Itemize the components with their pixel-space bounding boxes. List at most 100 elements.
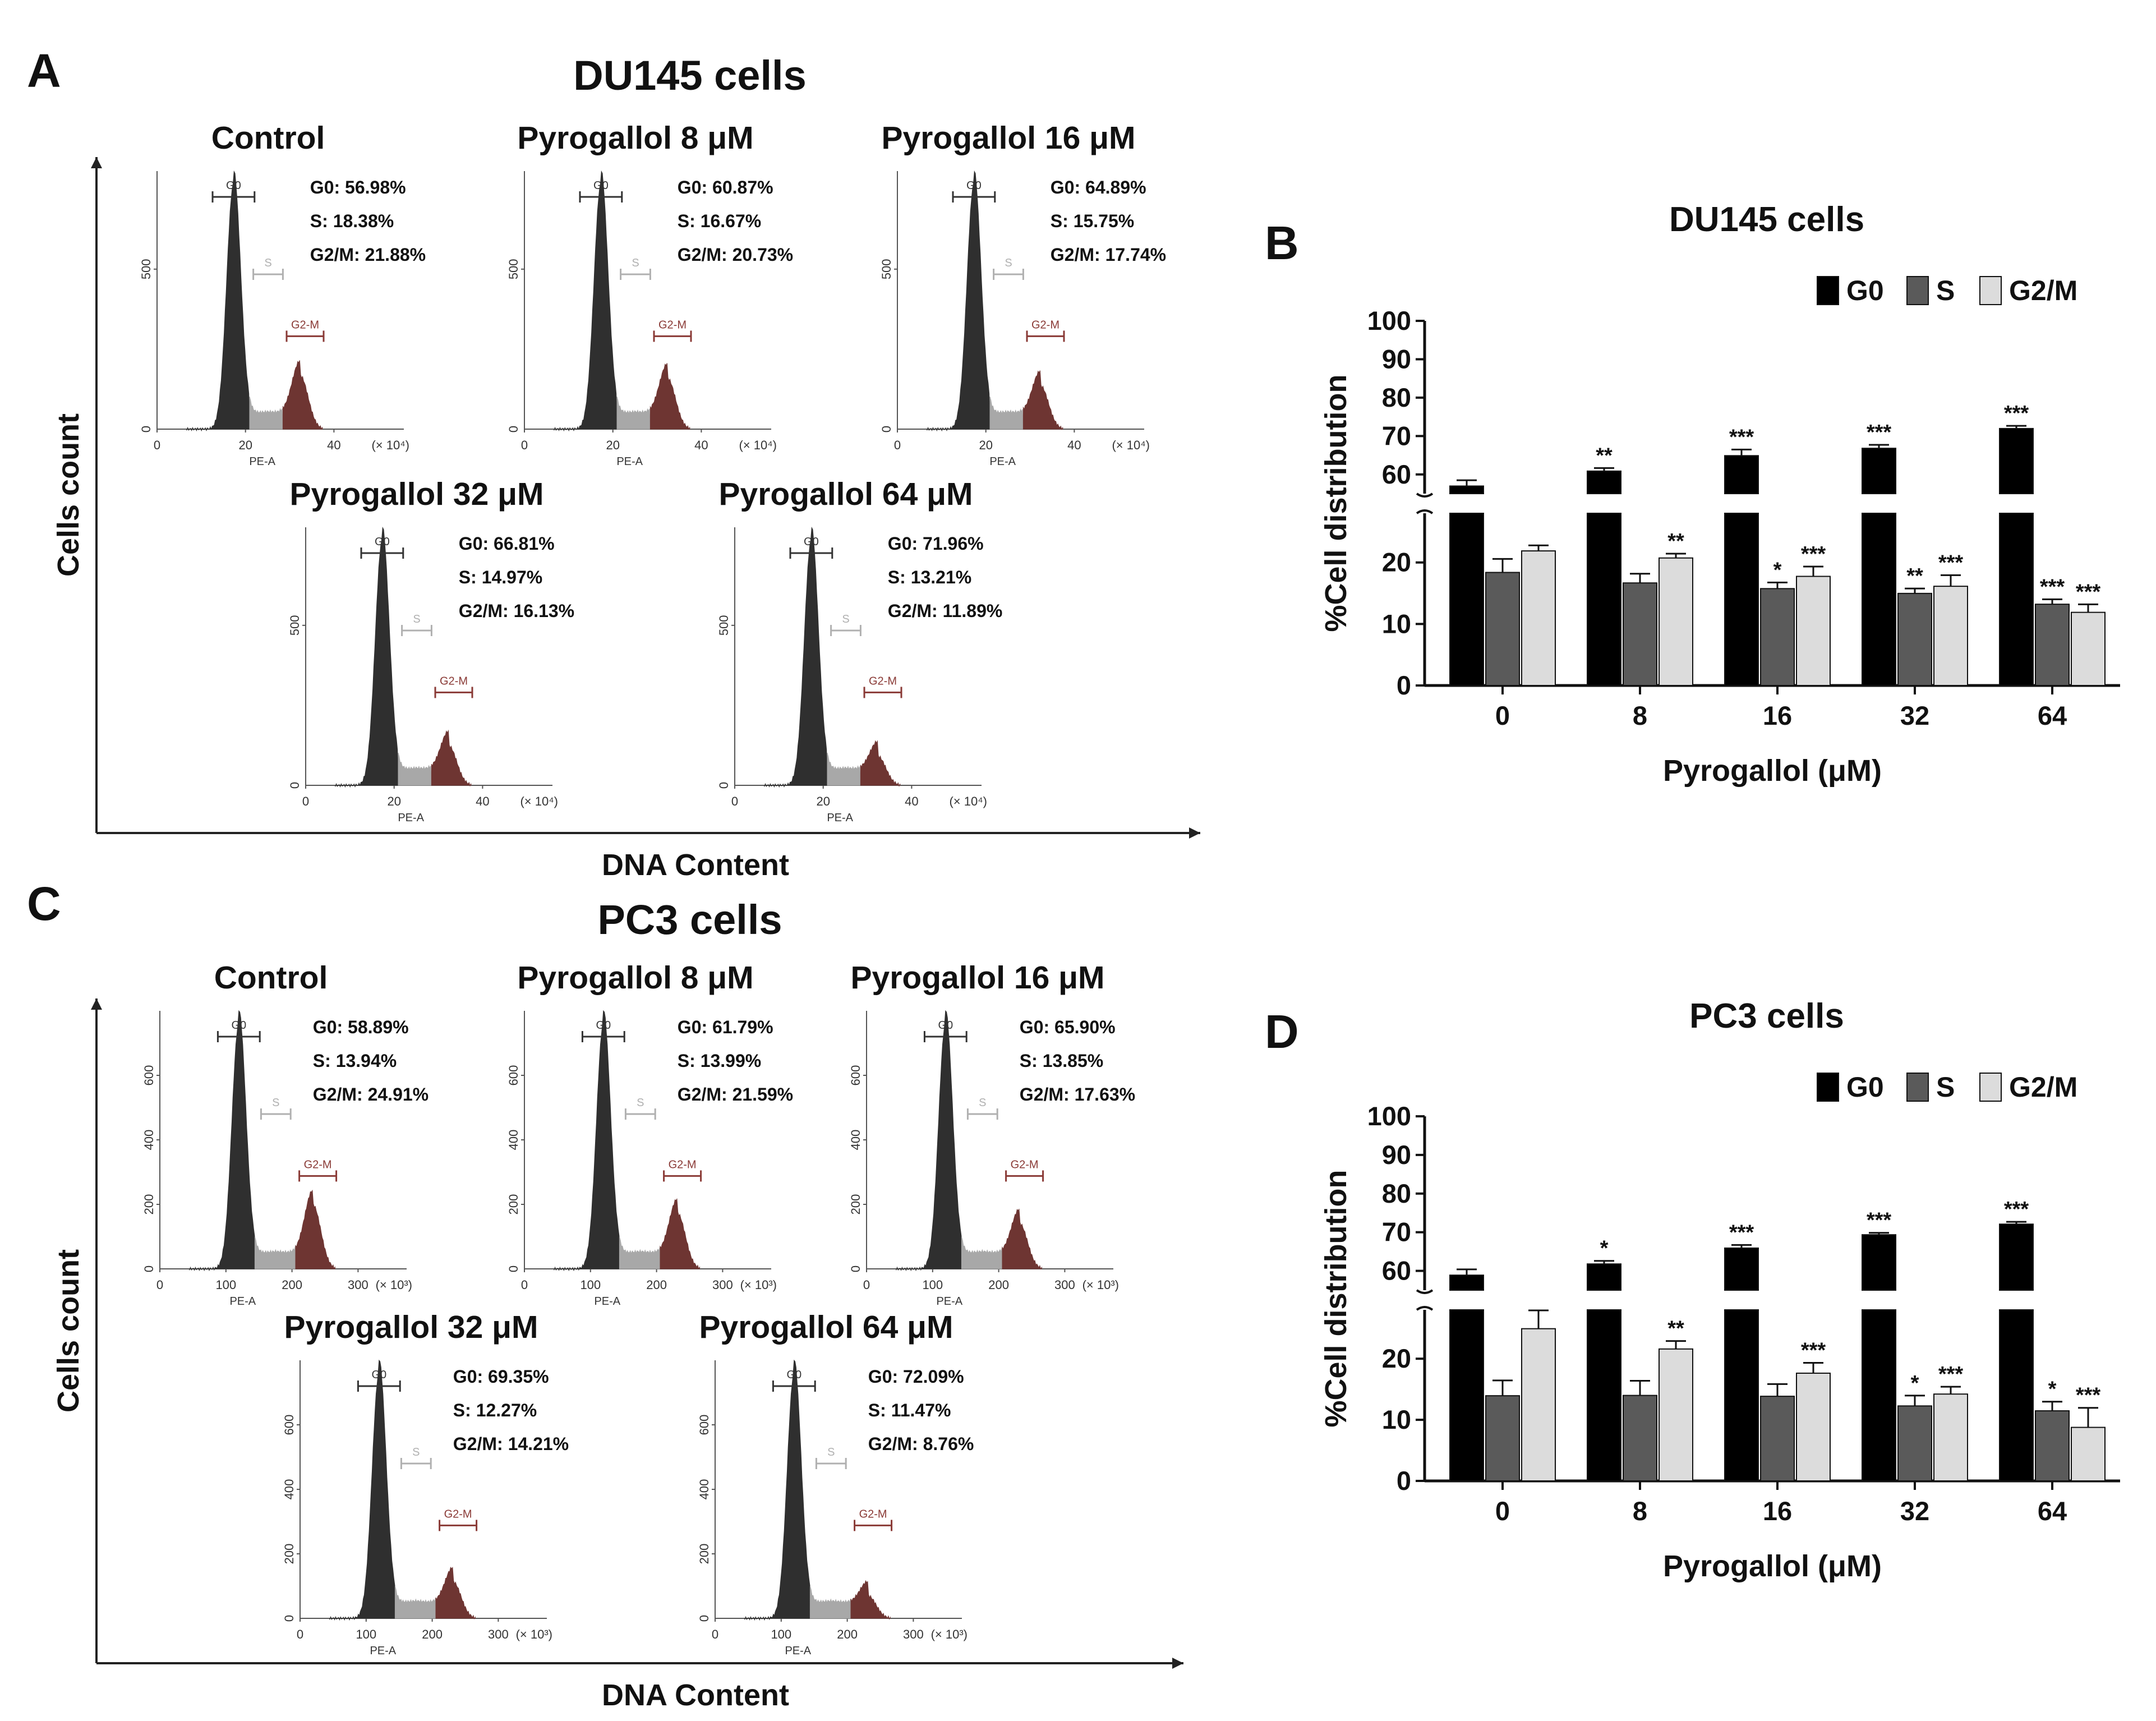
hist-C-1-stat-g0: G0: 61.79% — [678, 1017, 773, 1037]
hist-A-0-gate-label: G2-M — [291, 319, 319, 331]
bar-D-bar-G2/M-0 — [1521, 1328, 1556, 1481]
hist-A-3-gate-label: S — [413, 613, 420, 625]
bar-D-bar-G0-8-lower — [1587, 1309, 1621, 1481]
bar-B-bar-G2/M-8 — [1659, 557, 1693, 686]
hist-C-2-x-tick-label: 200 — [988, 1278, 1009, 1292]
hist-C-2-g2m-peak — [1002, 1208, 1042, 1270]
hist-A-2-gate-label: G2-M — [1031, 319, 1059, 331]
hist-A-2-title: Pyrogallol 16 μM — [882, 120, 1136, 156]
hist-A-3-title: Pyrogallol 32 μM — [290, 476, 544, 512]
hist-A-3-gate-label: G0 — [375, 536, 390, 548]
bar-D-bar-G0-64 — [1999, 1223, 2034, 1291]
hist-C-0-s-region — [254, 1236, 296, 1269]
hist-C-4-gate-label: G2-M — [859, 1508, 887, 1520]
hist-A-4-stat-s: S: 13.21% — [888, 567, 971, 587]
hist-A-1-title: Pyrogallol 8 μM — [517, 120, 753, 156]
bar-D-bar-G0-0 — [1449, 1274, 1484, 1291]
hist-A-4-x-tick-label: 40 — [905, 794, 918, 808]
bar-B-bar-S-32 — [1897, 592, 1932, 686]
hist-A-1-x-label: PE-A — [616, 455, 643, 468]
hist-C-0-x-tick-label: 100 — [215, 1278, 236, 1292]
hist-A-0-g0-peak — [186, 170, 250, 432]
bar-B-sig-G2/M-16: *** — [1801, 542, 1826, 566]
hist-C-4-x-tick-label: 200 — [837, 1627, 858, 1641]
hist-C-3-gate-label: G2-M — [444, 1508, 472, 1520]
hist-C-2-x-label: PE-A — [936, 1295, 962, 1308]
hist-C-2-y-tick-label: 400 — [849, 1130, 863, 1151]
bar-D-bar-S-0 — [1485, 1395, 1520, 1481]
hist-C-1-x-tick-label: 300 — [712, 1278, 733, 1292]
hist-C-4-y-tick-label: 400 — [697, 1479, 711, 1500]
bar-B-y-tick-label: 10 — [1382, 609, 1411, 638]
hist-A-3-y-tick-label: 500 — [288, 615, 302, 636]
hist-C-1-x-tick-label: 0 — [521, 1278, 528, 1292]
hist-C-2-gate-label: G0 — [938, 1019, 953, 1032]
hist-A-3-x-label: PE-A — [398, 812, 424, 824]
bar-B-sig-G2/M-8: ** — [1667, 530, 1684, 553]
bar-D-sig-G2/M-8: ** — [1667, 1317, 1684, 1341]
hist-A-2-x-tick-label: 40 — [1067, 438, 1081, 452]
bar-B-y-tick-label: 20 — [1382, 547, 1411, 577]
hist-A-3-s-region — [398, 752, 432, 786]
bar-D-y-tick-label: 20 — [1382, 1343, 1411, 1373]
hist-A-1-g0-peak — [554, 170, 618, 432]
hist-A-0-stat-g0: G0: 56.98% — [310, 177, 406, 197]
hist-C-2-stat-s: S: 13.85% — [1020, 1051, 1103, 1071]
hist-C-0-y-tick-label: 200 — [142, 1194, 156, 1215]
hist-C-3-x-unit: (× 10³) — [516, 1627, 552, 1641]
bar-B-ylabel: %Cell distribution — [1319, 375, 1353, 632]
hist-C-1-gate-label: G0 — [596, 1019, 611, 1032]
bar-D-ylabel: %Cell distribution — [1319, 1170, 1353, 1428]
bar-B-sig-S-32: ** — [1906, 564, 1923, 588]
hist-A-1-x-tick-label: 0 — [521, 438, 528, 452]
hist-C-1-x-tick-label: 200 — [646, 1278, 667, 1292]
hist-C-4-s-region — [809, 1586, 851, 1619]
hist-C-0-x-tick-label: 0 — [156, 1278, 163, 1292]
bar-B-break-mark — [1416, 509, 1434, 514]
hist-A-1-x-tick-label: 40 — [694, 438, 708, 452]
bar-B-bar-G2/M-64 — [2071, 611, 2106, 686]
hist-C-0-title: Control — [214, 960, 328, 996]
hist-C-1-y-tick-0: 0 — [506, 1266, 520, 1272]
bar-B-bar-G0-32-lower — [1862, 513, 1896, 686]
bar-B-x-tick-label-8: 8 — [1633, 701, 1647, 730]
panel-letter-A: A — [27, 44, 61, 97]
hist-C-3-x-label: PE-A — [370, 1645, 396, 1657]
hist-C-4-x-unit: (× 10³) — [931, 1627, 968, 1641]
hist-C-0-gate-label: G0 — [231, 1019, 246, 1032]
bar-B-title: DU145 cells — [1669, 200, 1864, 239]
bar-D-title: PC3 cells — [1689, 997, 1844, 1036]
bar-D-y-tick-label: 80 — [1382, 1179, 1411, 1208]
bar-B-bar-G2/M-16 — [1796, 576, 1831, 686]
hist-A-1-g2m-peak — [649, 363, 690, 430]
hist-C-1-x-tick-label: 100 — [580, 1278, 601, 1292]
bar-B-bar-G0-64-lower — [1999, 513, 2034, 686]
bar-D-x-tick-label-16: 16 — [1763, 1496, 1792, 1526]
bar-B-legend-label-0: G0 — [1846, 275, 1884, 306]
hist-C-2-x-tick-label: 300 — [1054, 1278, 1075, 1292]
bar-D-bar-S-32 — [1897, 1405, 1932, 1482]
bar-B-y-tick-label: 100 — [1367, 306, 1411, 335]
bar-D-legend-swatch-0 — [1817, 1073, 1839, 1102]
hist-A-4-y-tick-label: 500 — [717, 615, 731, 636]
hist-A-3-y-tick-0: 0 — [288, 782, 302, 789]
hist-A-4-x-tick-label: 20 — [816, 794, 830, 808]
hist-C-2-x-tick-label: 0 — [863, 1278, 870, 1292]
hist-A-4-g2m-peak — [860, 740, 901, 787]
hist-C-0-stat-g0: G0: 58.89% — [313, 1017, 409, 1037]
bar-B-bar-G0-0 — [1449, 485, 1484, 494]
bar-B-x-tick-label-64: 64 — [2038, 701, 2067, 730]
hist-A-1-stat-s: S: 16.67% — [678, 211, 761, 231]
hist-C-0-x-unit: (× 10³) — [376, 1278, 412, 1292]
hist-C-3-x-tick-label: 200 — [422, 1627, 443, 1641]
bar-D-bar-G0-8 — [1587, 1263, 1621, 1291]
bar-D-legend-label-0: G0 — [1846, 1071, 1884, 1103]
bar-D-bar-S-8 — [1623, 1395, 1657, 1481]
bar-B-bar-G2/M-32 — [1933, 586, 1968, 687]
hist-A-0-x-label: PE-A — [249, 455, 275, 468]
hist-C-4-y-tick-label: 200 — [697, 1544, 711, 1564]
hist-A-2-x-tick-label: 20 — [979, 438, 992, 452]
bar-B-legend-swatch-0 — [1817, 276, 1839, 305]
bar-B-y-tick-label: 0 — [1397, 670, 1411, 700]
hist-A-4-x-tick-label: 0 — [731, 794, 738, 808]
